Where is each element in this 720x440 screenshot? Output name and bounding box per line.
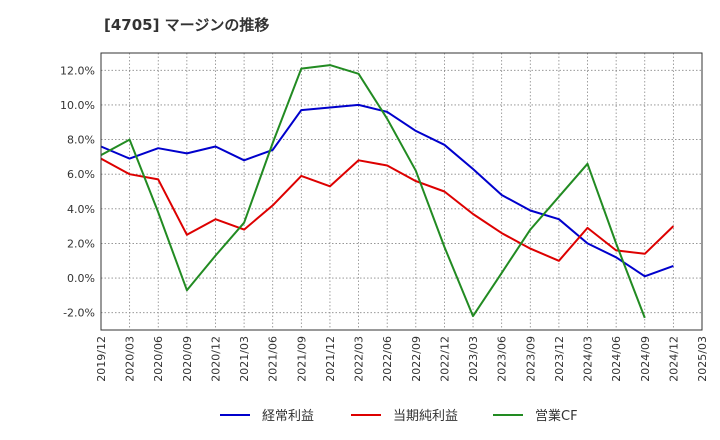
series-line — [100, 103, 674, 278]
chart-title: [4705] マージンの推移 — [104, 16, 270, 34]
x-tick-label: 2020/03 — [124, 336, 137, 382]
x-tick-label: 2022/09 — [410, 336, 423, 382]
y-tick-label: 6.0% — [67, 168, 95, 181]
x-tick-label: 2021/12 — [324, 336, 337, 382]
legend-label: 当期純利益 — [393, 409, 458, 424]
x-tick-label: 2019/12 — [95, 336, 108, 382]
plot-frame — [100, 52, 703, 331]
x-tick-label: 2023/03 — [467, 336, 480, 382]
y-tick-label: 8.0% — [67, 134, 95, 147]
y-tick-label: 2.0% — [67, 237, 95, 250]
legend-label: 営業CF — [535, 408, 578, 424]
x-tick-label: 2022/12 — [438, 336, 451, 382]
x-tick-label: 2023/12 — [553, 336, 566, 382]
x-tick-label: 2023/09 — [524, 336, 537, 382]
series-line — [100, 157, 675, 262]
x-tick-label: 2022/03 — [353, 336, 366, 382]
y-axis-ticks: -2.0% 0.0% 2.0% 4.0% 6.0% 8.0% 10.0% 12.0% — [60, 64, 95, 319]
y-tick-label: 4.0% — [67, 203, 95, 216]
x-tick-label: 2022/06 — [381, 336, 394, 382]
x-tick-label: 2023/06 — [496, 336, 509, 382]
legend: 経常利益 当期純利益 営業CF — [220, 408, 578, 424]
x-axis-ticks: 2019/12 2020/03 2020/06 2020/09 2020/12 2021/… — [95, 336, 709, 382]
x-tick-label: 2024/03 — [582, 336, 595, 382]
x-tick-label: 2021/06 — [267, 336, 280, 382]
y-tick-label: 12.0% — [60, 64, 95, 77]
x-tick-label: 2021/09 — [295, 336, 308, 382]
series-line — [100, 64, 646, 319]
x-tick-label: 2020/06 — [152, 336, 165, 382]
x-tick-label: 2024/09 — [639, 336, 652, 382]
x-tick-label: 2024/06 — [610, 336, 623, 382]
x-tick-label: 2021/03 — [238, 336, 251, 382]
grid-lines — [100, 53, 703, 330]
x-tick-label: 2024/12 — [667, 336, 680, 382]
y-tick-label: 10.0% — [60, 99, 95, 112]
x-tick-label: 2020/09 — [181, 336, 194, 382]
x-tick-label: 2025/03 — [696, 336, 709, 382]
y-tick-label: -2.0% — [63, 307, 95, 320]
x-tick-label: 2020/12 — [209, 336, 222, 382]
y-tick-label: 0.0% — [67, 272, 95, 285]
series-lines — [100, 64, 675, 319]
plot-area — [101, 53, 702, 330]
legend-label: 経常利益 — [262, 409, 314, 424]
